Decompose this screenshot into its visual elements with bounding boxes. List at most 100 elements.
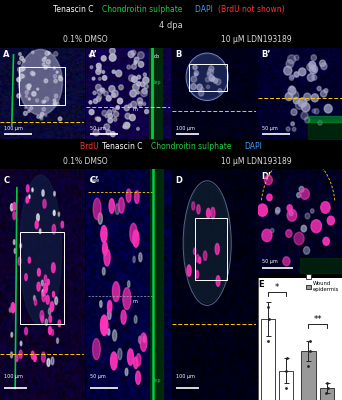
Circle shape: [21, 69, 23, 72]
Text: DAPI: DAPI: [244, 142, 262, 151]
Circle shape: [290, 75, 294, 79]
Circle shape: [45, 114, 47, 116]
Circle shape: [134, 191, 139, 204]
Circle shape: [48, 65, 50, 67]
Circle shape: [20, 341, 22, 346]
Text: 100 μm: 100 μm: [176, 374, 195, 379]
Circle shape: [125, 113, 130, 119]
Circle shape: [32, 72, 35, 76]
Circle shape: [97, 67, 101, 72]
Circle shape: [25, 90, 28, 94]
Text: (BrdU not shown): (BrdU not shown): [218, 6, 284, 14]
Circle shape: [97, 117, 101, 121]
Circle shape: [108, 329, 110, 335]
Text: bwe: bwe: [89, 178, 100, 184]
Text: 100 μm: 100 μm: [176, 126, 195, 130]
Circle shape: [40, 116, 42, 118]
Circle shape: [97, 89, 102, 94]
Circle shape: [136, 127, 139, 130]
Circle shape: [140, 333, 147, 352]
Circle shape: [34, 299, 37, 305]
Circle shape: [212, 77, 215, 80]
Circle shape: [130, 114, 135, 121]
Text: 50 μm: 50 μm: [262, 259, 278, 264]
Circle shape: [314, 108, 319, 114]
Circle shape: [211, 77, 215, 81]
Circle shape: [32, 188, 33, 192]
Circle shape: [133, 256, 135, 263]
Circle shape: [213, 78, 218, 83]
Text: C: C: [3, 176, 10, 185]
Circle shape: [102, 268, 105, 275]
Circle shape: [311, 209, 314, 213]
Circle shape: [290, 86, 294, 91]
Circle shape: [207, 72, 211, 76]
Circle shape: [131, 101, 137, 108]
Circle shape: [101, 315, 108, 336]
Circle shape: [28, 98, 30, 100]
Circle shape: [18, 257, 21, 265]
Circle shape: [18, 61, 21, 64]
Circle shape: [305, 213, 310, 219]
Circle shape: [44, 79, 48, 83]
Circle shape: [31, 51, 34, 54]
Circle shape: [101, 56, 106, 61]
Text: *: *: [275, 283, 279, 292]
Circle shape: [138, 62, 144, 67]
Circle shape: [19, 72, 21, 74]
Circle shape: [284, 66, 292, 75]
Circle shape: [200, 88, 204, 91]
Circle shape: [207, 208, 210, 218]
Circle shape: [216, 276, 220, 286]
Point: [325, 384, 331, 391]
Point: [283, 368, 289, 374]
Circle shape: [36, 99, 39, 102]
Ellipse shape: [19, 175, 62, 325]
Circle shape: [324, 89, 328, 93]
Circle shape: [29, 195, 30, 199]
Text: 100 μm: 100 μm: [4, 126, 23, 130]
Circle shape: [30, 106, 33, 110]
Circle shape: [294, 55, 299, 60]
Circle shape: [132, 64, 136, 69]
Circle shape: [276, 208, 280, 213]
Circle shape: [54, 79, 57, 83]
Text: E: E: [258, 280, 264, 289]
Circle shape: [311, 220, 321, 233]
Circle shape: [98, 77, 101, 80]
Circle shape: [109, 48, 115, 54]
Circle shape: [194, 248, 196, 254]
Circle shape: [26, 197, 28, 203]
Circle shape: [143, 102, 146, 106]
Circle shape: [286, 60, 293, 68]
Circle shape: [125, 123, 130, 128]
Circle shape: [31, 351, 34, 359]
Circle shape: [56, 102, 59, 106]
Circle shape: [145, 109, 148, 114]
Point: [305, 362, 311, 369]
Circle shape: [103, 76, 107, 80]
Circle shape: [25, 327, 27, 335]
Circle shape: [194, 71, 199, 76]
Circle shape: [89, 110, 94, 115]
Circle shape: [61, 221, 64, 228]
Circle shape: [139, 253, 142, 262]
Circle shape: [22, 67, 25, 70]
Circle shape: [293, 97, 299, 104]
Circle shape: [301, 188, 310, 199]
Ellipse shape: [18, 50, 63, 115]
Circle shape: [114, 111, 119, 117]
Circle shape: [24, 111, 27, 115]
Circle shape: [108, 118, 113, 123]
Circle shape: [96, 97, 101, 102]
Circle shape: [116, 70, 122, 77]
Circle shape: [56, 71, 58, 73]
Circle shape: [119, 85, 123, 90]
Circle shape: [321, 202, 330, 213]
Circle shape: [142, 88, 147, 94]
Circle shape: [118, 348, 122, 360]
Circle shape: [44, 101, 45, 103]
Text: Chondroitin sulphate: Chondroitin sulphate: [151, 142, 234, 151]
Circle shape: [20, 74, 24, 78]
Circle shape: [49, 326, 51, 334]
